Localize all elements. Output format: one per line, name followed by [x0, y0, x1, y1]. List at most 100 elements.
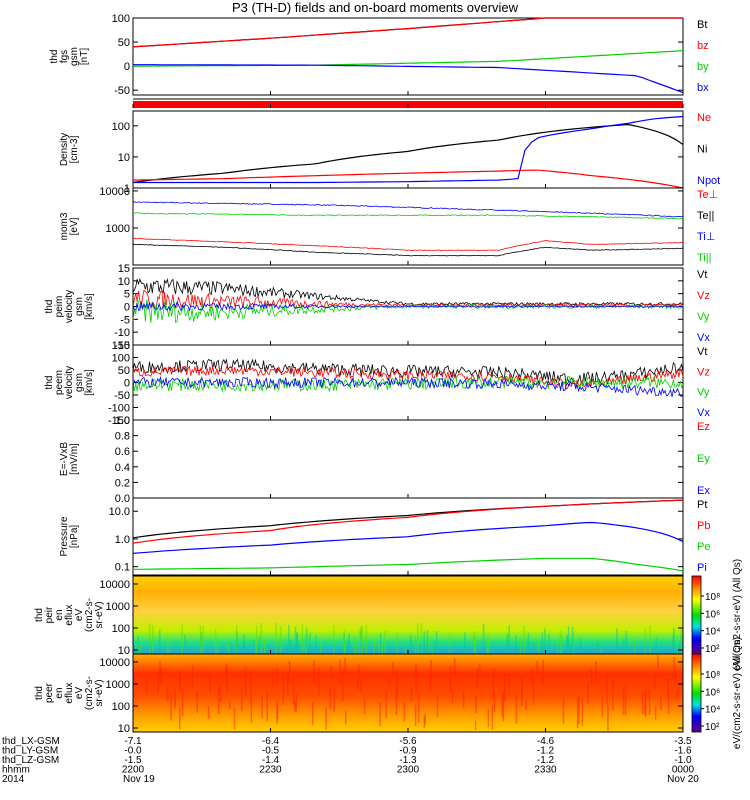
heatmap-texture	[623, 638, 625, 654]
y-axis-label: mom3	[59, 212, 70, 240]
heatmap-texture	[654, 674, 656, 690]
heatmap-texture	[501, 694, 504, 717]
series-Pb	[132, 499, 684, 544]
heatmap-texture	[493, 668, 496, 677]
heatmap-texture	[353, 635, 356, 654]
axis-value: 2330	[534, 765, 557, 776]
heatmap-texture	[556, 641, 559, 654]
heatmap-texture	[532, 677, 535, 706]
heatmap-texture	[430, 659, 433, 681]
y-axis-label: gsm	[74, 297, 85, 316]
heatmap-texture	[241, 687, 243, 711]
heatmap-texture	[531, 669, 533, 686]
y-axis-label: gsm	[69, 47, 80, 66]
panel-6: 1.0 0.8 0.6 0.4 0.2 0.0 E=-VxB [mV/m] Ez Ey Ex	[59, 415, 710, 505]
heatmap-texture	[660, 696, 662, 711]
heatmap-texture	[348, 633, 350, 654]
heatmap-texture	[385, 692, 388, 719]
y-tick-label: -50	[114, 85, 130, 97]
heatmap-texture	[667, 678, 670, 698]
heatmap-texture	[548, 634, 550, 654]
heatmap-texture	[562, 698, 565, 724]
y-tick-label: -100	[108, 403, 130, 415]
series-Npot	[133, 115, 684, 184]
heatmap-texture	[250, 671, 252, 702]
y-axis-label: [km/s]	[84, 369, 95, 396]
heatmap-texture	[191, 665, 194, 688]
heatmap-texture	[523, 625, 525, 654]
heatmap-texture	[667, 688, 670, 715]
heatmap-texture	[166, 637, 169, 654]
heatmap-texture	[275, 623, 277, 654]
heatmap-texture	[359, 629, 361, 654]
y-tick-label: 1000	[106, 223, 130, 235]
heatmap-texture	[315, 635, 318, 654]
heatmap-texture	[571, 626, 574, 654]
axis-value: 2230	[259, 765, 282, 776]
chart-title: P3 (TH-D) fields and on-board moments ov…	[231, 0, 519, 15]
heatmap-texture	[225, 663, 228, 676]
heatmap-texture	[260, 623, 262, 654]
axis-value: -1.6	[674, 746, 692, 757]
heatmap-texture	[601, 695, 604, 717]
heatmap-texture	[258, 636, 261, 654]
panel-7: 10.0 1.0 0.1 Pressure [nPa] Pt Pb Pe Pi	[59, 497, 710, 576]
heatmap-texture	[379, 633, 382, 654]
heatmap-texture	[423, 631, 425, 654]
y-tick-label: 50	[118, 37, 130, 49]
heatmap-texture	[145, 681, 148, 693]
legend-Vz: Vz	[697, 366, 710, 378]
heatmap-texture	[148, 623, 151, 654]
heatmap-texture	[612, 680, 614, 711]
heatmap-area	[133, 576, 683, 654]
heatmap-texture	[673, 657, 675, 677]
heatmap-texture	[174, 687, 176, 709]
axis-value: Nov 20	[667, 774, 699, 785]
y-axis-label: Density	[59, 133, 70, 166]
heatmap-texture	[431, 645, 433, 654]
y-axis-label: gsm	[74, 373, 85, 392]
heatmap-texture	[428, 638, 430, 654]
axis-value: -1.0	[674, 755, 692, 766]
heatmap-texture	[359, 680, 362, 692]
heatmap-texture	[648, 688, 651, 705]
y-axis-label: (cm2-s-	[84, 598, 95, 632]
heatmap-texture	[184, 634, 186, 654]
colorbar-tick-label: 10⁴	[705, 705, 720, 716]
heatmap-texture	[309, 633, 311, 654]
y-axis-label: eV	[74, 687, 85, 700]
legend-Vt: Vt	[697, 269, 707, 281]
series-Vy	[132, 375, 684, 393]
axis-value: -6.4	[262, 736, 280, 747]
heatmap-texture	[474, 720, 477, 730]
heatmap-texture	[572, 632, 575, 654]
axis-row-label: 2014	[2, 774, 25, 785]
axis-value: -1.5	[124, 755, 142, 766]
heatmap-texture	[395, 686, 398, 716]
axis-value: -1.2	[537, 755, 555, 766]
y-axis-label: eflux	[64, 604, 75, 625]
heatmap-texture	[404, 645, 407, 654]
heatmap-texture	[657, 655, 659, 668]
heatmap-texture	[228, 701, 231, 709]
y-tick-label: 10.0	[109, 506, 130, 518]
y-axis-label: [km/s]	[84, 293, 95, 320]
heatmap-texture	[600, 644, 603, 654]
y-tick-label: 0.6	[115, 446, 130, 458]
series-Ti||	[132, 212, 683, 220]
y-axis-label: sr-eV)	[94, 601, 105, 628]
heatmap-texture	[597, 642, 599, 654]
series-Vx	[132, 376, 684, 397]
heatmap-texture	[263, 639, 266, 654]
y-tick-label: 10000	[99, 657, 130, 669]
y-axis-label: E=-VxB	[59, 442, 70, 477]
heatmap-texture	[365, 624, 368, 654]
heatmap-texture	[449, 665, 452, 694]
panel-2: 100 10 1 Density [cm-3] Ne Ni Npot	[59, 110, 720, 195]
heatmap-texture	[381, 643, 383, 654]
colorbar-tick-label: 10⁴	[705, 627, 720, 638]
y-tick-label: 50	[118, 365, 130, 377]
y-axis-label: thd	[34, 686, 45, 700]
heatmap-area	[133, 654, 683, 732]
axis-value: 0000	[672, 765, 695, 776]
